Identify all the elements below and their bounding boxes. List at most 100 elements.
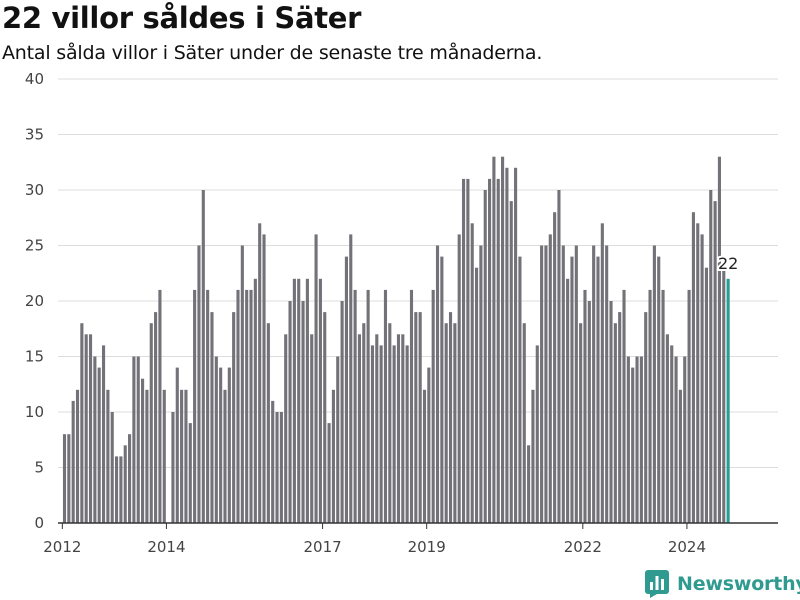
bar [388, 323, 392, 523]
bar [258, 223, 262, 524]
bars [62, 156, 730, 524]
bar [557, 190, 561, 523]
bar [527, 445, 531, 523]
bar [279, 412, 283, 523]
bar [448, 312, 453, 523]
bar [461, 178, 466, 523]
bar [683, 356, 687, 523]
bar [349, 234, 353, 523]
bar [266, 323, 270, 523]
bar [505, 167, 509, 524]
y-tick-label: 20 [25, 292, 44, 310]
bar [665, 334, 669, 523]
bar [635, 356, 639, 523]
bar [97, 367, 101, 523]
bar [396, 334, 401, 523]
bar [566, 278, 570, 523]
bar [375, 334, 379, 523]
bar [184, 389, 188, 523]
bar [644, 312, 648, 523]
bar [631, 367, 635, 523]
x-tick-label: 2022 [564, 538, 602, 556]
bar [535, 345, 539, 523]
bar [492, 156, 496, 523]
bar [587, 301, 591, 523]
bar [75, 389, 80, 523]
bar [531, 389, 535, 523]
y-tick-label: 15 [25, 348, 44, 366]
bar [470, 223, 474, 524]
bar [132, 356, 136, 523]
y-axis-ticks: 0 5 10 15 20 25 30 35 40 [25, 70, 44, 532]
bar [713, 201, 717, 523]
bar [344, 256, 348, 523]
bar [444, 323, 448, 523]
bar [678, 389, 682, 523]
bar [71, 400, 75, 523]
bar [418, 312, 422, 523]
y-tick-label: 35 [25, 126, 44, 144]
bar [114, 456, 119, 523]
bar [84, 334, 88, 523]
bar [305, 278, 309, 523]
bar [262, 234, 266, 523]
bar [145, 389, 149, 523]
bar [193, 289, 197, 523]
bar [670, 345, 674, 523]
bar [119, 456, 123, 523]
chart-title: 22 villor såldes i Säter [2, 1, 362, 35]
bar [67, 434, 71, 523]
bar [544, 245, 548, 523]
bar [474, 267, 479, 523]
bar [362, 323, 366, 523]
bar [674, 356, 678, 523]
bar [579, 323, 583, 523]
bar [366, 289, 370, 523]
gridlines [58, 78, 778, 468]
bar [162, 389, 166, 523]
bar [327, 423, 331, 523]
bar [431, 289, 435, 523]
brand-name: Newsworthy [677, 573, 800, 595]
bar [522, 323, 526, 523]
bar [574, 245, 578, 523]
bar [409, 289, 414, 523]
bar [570, 256, 574, 523]
bar [301, 301, 305, 523]
bar [336, 356, 340, 523]
bar [340, 301, 344, 523]
bar [331, 389, 335, 523]
bar [62, 434, 67, 523]
x-tick-label: 2014 [147, 538, 185, 556]
bar [479, 245, 483, 523]
bar [232, 312, 236, 523]
bar [106, 389, 110, 523]
bar [414, 312, 418, 523]
bar [704, 267, 708, 523]
bar [310, 334, 314, 523]
bar [618, 312, 622, 523]
bar [466, 178, 470, 523]
bar [240, 245, 244, 523]
bar [717, 156, 722, 523]
bar [509, 201, 513, 523]
bar [88, 334, 93, 523]
data-labels: 22 [716, 252, 740, 275]
bar [496, 178, 500, 523]
bar [110, 412, 114, 523]
bar [210, 312, 214, 523]
bar [197, 245, 201, 523]
y-tick-label: 5 [34, 459, 44, 477]
bar [501, 156, 505, 523]
bar [609, 301, 613, 523]
bar [357, 334, 362, 523]
x-tick-label: 2024 [668, 538, 706, 556]
bar [383, 289, 388, 523]
bar [687, 289, 691, 523]
y-tick-label: 0 [34, 514, 44, 532]
bar [253, 278, 257, 523]
bar [141, 378, 145, 523]
bar [188, 423, 192, 523]
bar [722, 267, 726, 523]
